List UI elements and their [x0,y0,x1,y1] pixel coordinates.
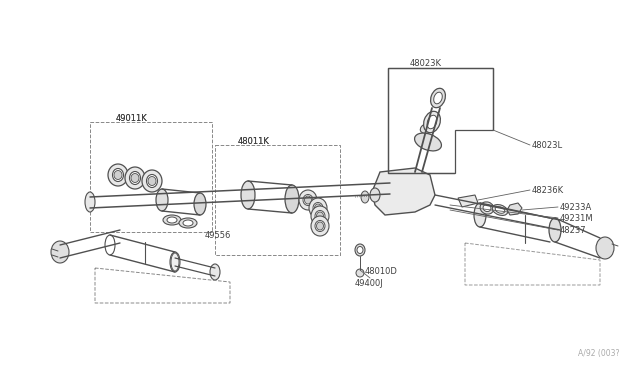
Ellipse shape [183,220,193,226]
Ellipse shape [241,181,255,209]
Ellipse shape [361,191,369,203]
Text: 48011K: 48011K [238,137,270,145]
Text: 49231M: 49231M [560,214,594,222]
Ellipse shape [147,174,157,187]
Ellipse shape [317,212,323,220]
Ellipse shape [314,204,321,212]
Ellipse shape [357,247,363,253]
Text: 49556: 49556 [205,231,232,240]
Text: 48011K: 48011K [238,137,270,145]
Ellipse shape [315,221,325,231]
Ellipse shape [85,192,95,212]
Ellipse shape [108,164,128,186]
Polygon shape [372,168,435,215]
Ellipse shape [415,133,442,151]
Text: 48236K: 48236K [532,186,564,195]
Ellipse shape [424,111,440,133]
Ellipse shape [167,217,177,223]
Bar [455,130,495,175]
Ellipse shape [313,202,323,214]
Ellipse shape [492,205,508,215]
Polygon shape [507,203,522,215]
Ellipse shape [315,211,325,221]
Ellipse shape [311,216,329,236]
Ellipse shape [148,176,156,186]
Ellipse shape [210,264,220,280]
Ellipse shape [194,193,206,215]
Ellipse shape [299,190,317,210]
Ellipse shape [142,170,162,192]
Ellipse shape [355,244,365,256]
Text: 49011K: 49011K [116,113,148,122]
Ellipse shape [311,206,329,226]
Ellipse shape [474,203,486,227]
Ellipse shape [480,202,494,214]
Ellipse shape [303,195,313,205]
Ellipse shape [131,173,139,183]
Ellipse shape [309,198,327,218]
Ellipse shape [163,215,181,225]
Text: 48237: 48237 [560,225,587,234]
Ellipse shape [549,218,561,242]
Ellipse shape [305,196,312,204]
Ellipse shape [356,269,364,277]
Text: 49400J: 49400J [355,279,384,289]
Ellipse shape [431,88,445,108]
Text: 48023L: 48023L [532,141,563,150]
Polygon shape [458,195,478,207]
Ellipse shape [596,237,614,259]
Text: A/92 (003?: A/92 (003? [579,349,620,358]
Ellipse shape [114,170,122,180]
Text: 48010D: 48010D [365,267,398,276]
Ellipse shape [113,169,124,182]
Ellipse shape [156,189,168,211]
Ellipse shape [129,171,141,185]
Ellipse shape [51,241,69,263]
Ellipse shape [495,207,505,213]
Ellipse shape [427,115,437,129]
Ellipse shape [370,188,380,202]
Text: 49011K: 49011K [116,113,148,122]
Ellipse shape [125,167,145,189]
Text: 49233A: 49233A [560,202,592,212]
Ellipse shape [179,218,197,228]
Bar [388,68,493,173]
Text: 48023K: 48023K [410,58,442,67]
Ellipse shape [420,122,436,134]
Ellipse shape [483,205,491,212]
Ellipse shape [171,253,179,271]
Ellipse shape [434,92,442,104]
Ellipse shape [317,222,323,230]
Ellipse shape [285,185,299,213]
